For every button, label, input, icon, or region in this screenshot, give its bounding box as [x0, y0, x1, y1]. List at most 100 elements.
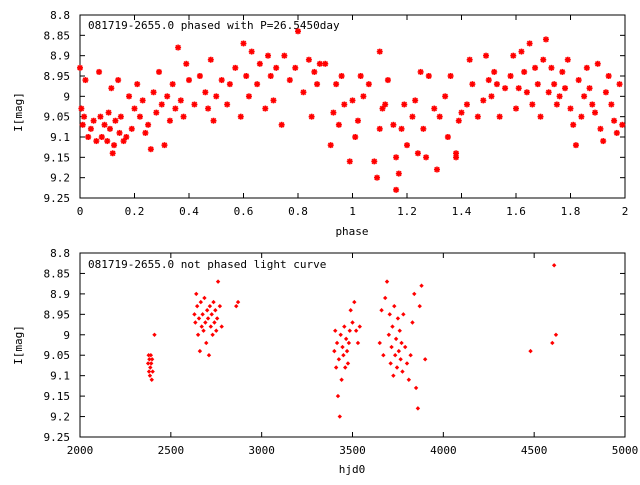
y-tick-label: 8.95 [44, 70, 71, 83]
data-point [529, 101, 536, 108]
x-tick-label: 5000 [612, 444, 639, 457]
data-point [79, 121, 86, 128]
data-point [192, 312, 197, 317]
axis-ticks: 2000 2500 3000 3500 4000 4500 5000 8.8 8.85 8.9 8.… [44, 247, 639, 457]
data-point [196, 316, 202, 321]
data-point [402, 344, 408, 350]
y-tick-label: 8.9 [50, 50, 70, 63]
y-tick-label: 9.1 [50, 370, 70, 383]
data-point [205, 105, 212, 112]
data-point [357, 324, 362, 329]
y-tick-label: 9.05 [44, 111, 71, 124]
data-point [90, 117, 97, 124]
data-point [611, 117, 618, 124]
data-point [292, 64, 299, 71]
data-point [232, 64, 239, 71]
data-point [200, 312, 205, 317]
unphased-light-curve-panel: 081719-2655.0 not phased light curve hjd… [12, 247, 638, 476]
data-point [128, 125, 135, 132]
data-point [337, 414, 342, 419]
data-point [357, 73, 364, 79]
data-point [348, 308, 353, 313]
data-point [344, 348, 350, 354]
x-tick-label: 3000 [248, 444, 275, 457]
data-point [523, 89, 530, 96]
data-point [139, 97, 146, 104]
y-tick-label: 8.95 [44, 308, 71, 321]
data-point [570, 121, 577, 128]
data-point [183, 60, 190, 67]
data-point [507, 73, 514, 79]
data-point [550, 340, 555, 346]
data-point [295, 28, 301, 35]
data-point [150, 369, 155, 374]
data-point [148, 365, 153, 370]
data-point [316, 60, 323, 67]
data-point [108, 85, 115, 92]
data-point [78, 105, 85, 112]
data-point [442, 93, 449, 100]
y-tick-label: 8.85 [44, 29, 71, 42]
data-point [96, 68, 103, 75]
data-point [583, 64, 590, 71]
data-point [93, 138, 100, 145]
data-point [466, 56, 473, 63]
data-point [166, 117, 173, 124]
data-point [597, 125, 604, 132]
data-point [172, 105, 179, 112]
data-point [330, 109, 337, 116]
data-point [300, 89, 307, 96]
data-point [399, 340, 404, 346]
x-tick-label: 3500 [339, 444, 366, 457]
data-point [273, 64, 280, 71]
data-point [322, 60, 329, 67]
y-tick-label: 8.8 [50, 247, 70, 260]
data-point [148, 353, 154, 358]
data-point [195, 332, 201, 337]
data-point [305, 56, 312, 63]
data-point [191, 101, 198, 108]
data-point [392, 353, 398, 358]
data-point [422, 357, 428, 362]
data-point [412, 97, 419, 104]
data-point [365, 81, 372, 88]
data-point [147, 146, 154, 153]
data-point [474, 113, 481, 120]
data-point [510, 52, 517, 59]
data-point [332, 348, 337, 354]
data-point [161, 142, 168, 149]
data-point [423, 154, 430, 161]
data-point [488, 93, 495, 100]
data-point [608, 101, 615, 108]
data-point [343, 365, 348, 370]
data-point [360, 93, 367, 100]
data-point [104, 138, 111, 145]
data-point [393, 336, 399, 342]
data-point [335, 393, 341, 399]
data-point [463, 101, 470, 108]
data-point [208, 324, 213, 329]
data-point [281, 52, 288, 59]
data-point [532, 64, 539, 71]
data-point [333, 365, 339, 370]
data-point [147, 373, 153, 378]
y-tick-label: 9.25 [44, 192, 71, 205]
data-point [164, 93, 171, 100]
data-point [398, 125, 405, 132]
data-point [545, 89, 552, 96]
data-point [393, 186, 400, 193]
data-point [201, 328, 206, 333]
data-point [211, 299, 216, 305]
data-point [85, 134, 92, 140]
data-point [408, 353, 413, 358]
data-point [196, 73, 203, 79]
data-point [199, 324, 204, 329]
data-point [396, 348, 402, 354]
data-point [77, 64, 83, 71]
data-point [398, 357, 403, 362]
data-point [152, 332, 157, 337]
data-point [131, 105, 138, 112]
data-point [194, 291, 199, 297]
data-point [186, 77, 192, 84]
data-point [455, 117, 462, 124]
